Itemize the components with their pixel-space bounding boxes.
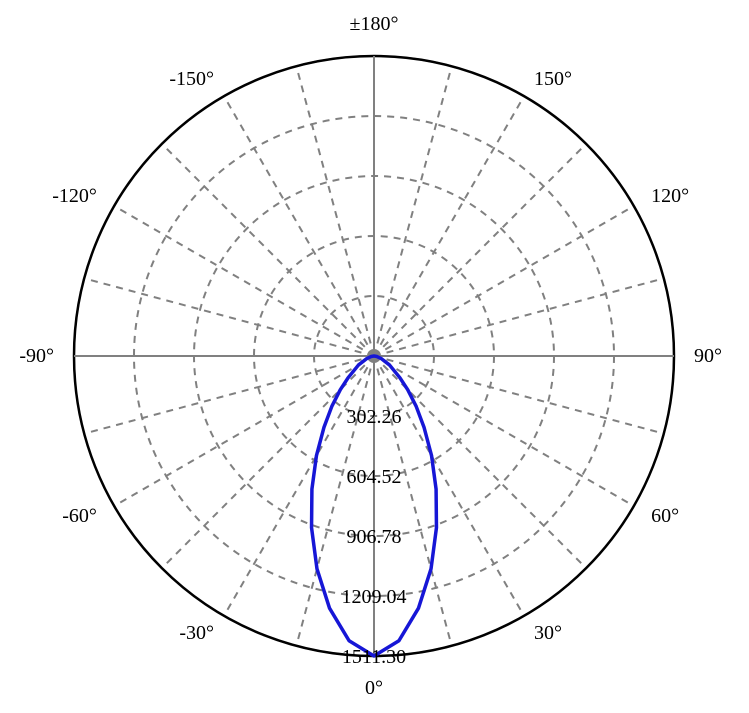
angle-label: 60° — [651, 505, 679, 527]
angle-label: -120° — [52, 185, 97, 207]
angle-label: -90° — [19, 345, 54, 367]
angle-label: 150° — [534, 68, 572, 90]
radial-tick-label: 604.52 — [347, 466, 402, 488]
radial-tick-label: 1511.30 — [342, 646, 406, 668]
angle-label: 90° — [694, 345, 722, 367]
angle-label: -150° — [169, 68, 214, 90]
angle-label: -60° — [62, 505, 97, 527]
polar-chart: 302.26 604.52 906.78 1209.04 1511.30 0° 30° 60°… — [0, 0, 749, 713]
angle-label: ±180° — [350, 13, 399, 35]
polar-chart-svg: 302.26 604.52 906.78 1209.04 1511.30 0° 30° 60°… — [0, 0, 749, 713]
angle-label: 0° — [365, 677, 383, 699]
angle-label: -30° — [179, 622, 214, 644]
angle-label: 30° — [534, 622, 562, 644]
radial-tick-label: 1209.04 — [342, 586, 407, 608]
radial-tick-label: 906.78 — [347, 526, 402, 548]
radial-tick-label: 302.26 — [347, 406, 402, 428]
angle-label: 120° — [651, 185, 689, 207]
